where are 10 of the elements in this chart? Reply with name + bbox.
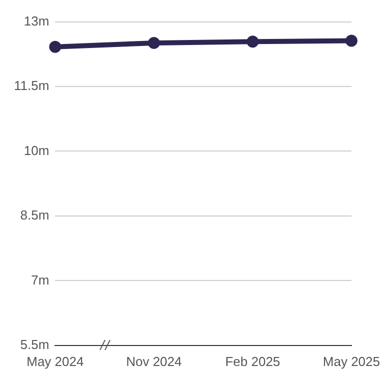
y-tick-label: 11.5m (14, 78, 50, 94)
x-tick-label: Feb 2025 (225, 354, 280, 369)
x-tick-label: May 2025 (322, 354, 380, 369)
y-tick-label: 5.5m (20, 336, 50, 352)
y-tick-label: 13m (24, 13, 50, 28)
x-tick-label: Nov 2024 (126, 354, 182, 369)
y-tick-label: 8.5m (20, 208, 50, 223)
y-tick-label: 7m (31, 272, 50, 288)
x-tick-label: May 2024 (26, 354, 84, 369)
y-tick-label: 10m (24, 142, 50, 158)
